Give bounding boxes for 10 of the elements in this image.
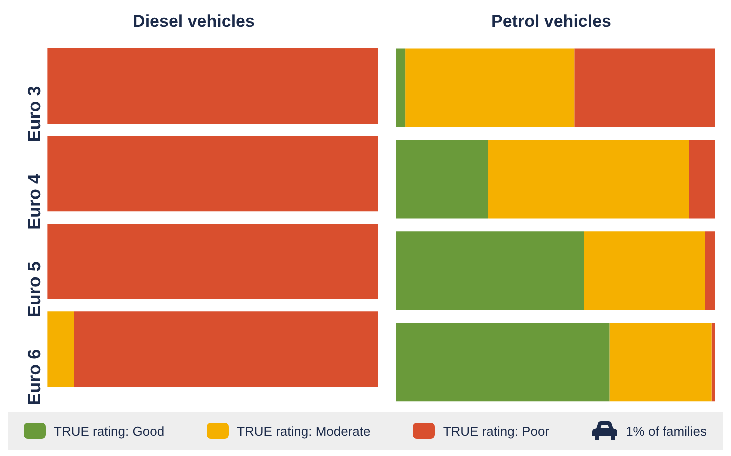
legend-label: TRUE rating: Poor [443, 424, 550, 438]
chart-title: Petrol vehicles [491, 12, 612, 31]
y-tick-label: Euro 3 [24, 86, 45, 142]
y-tick-label: Euro 6 [24, 349, 45, 406]
y-tick-label: Euro 5 [24, 262, 45, 318]
legend-label: TRUE rating: Moderate [237, 424, 371, 438]
chart-title: Diesel vehicles [133, 12, 255, 31]
legend-label: TRUE rating: Good [54, 424, 165, 438]
text: 1% of families [626, 424, 707, 438]
y-tick-label: Euro 4 [24, 174, 45, 230]
